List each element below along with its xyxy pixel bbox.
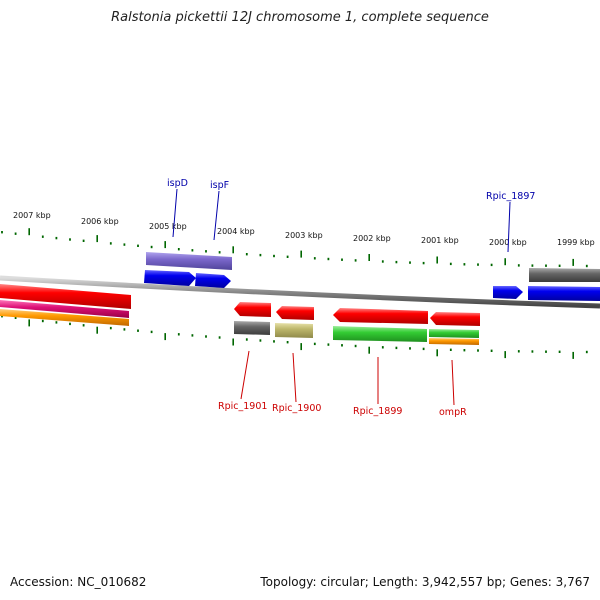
Rpic_1897-leader-line (507, 201, 511, 253)
purple-feature-block[interactable] (146, 252, 232, 270)
ruler-label: 1999 kbp (557, 238, 595, 247)
magenta-feature-block[interactable] (0, 300, 129, 318)
map-title: Ralstonia pickettii 12J chromosome 1, co… (111, 10, 489, 25)
sequence-summary: Topology: circular; Length: 3,942,557 bp… (260, 575, 590, 589)
Rpic_1897-gene-arrow[interactable] (493, 286, 523, 299)
chromosome-backbone (0, 275, 600, 309)
ompR-gene-arrow[interactable] (430, 312, 480, 326)
ispD-leader-line (172, 188, 178, 238)
ompR-label[interactable]: ompR (439, 407, 467, 418)
orange-feature-block[interactable] (429, 338, 479, 345)
forward-strand-features (144, 252, 600, 301)
Rpic_1900-leader-line (292, 352, 297, 403)
ruler-label: 2002 kbp (353, 234, 391, 243)
Rpic_1901-label[interactable]: Rpic_1901 (218, 401, 267, 412)
ispF-label[interactable]: ispF (210, 180, 229, 191)
Rpic_1900-gene-arrow[interactable] (276, 306, 314, 320)
accession-text: Accession: NC_010682 (10, 575, 147, 589)
blue-feature-block[interactable] (528, 286, 600, 301)
ruler-label: 2003 kbp (285, 231, 323, 240)
ruler-label: 2006 kbp (81, 217, 119, 226)
Rpic_1899-label[interactable]: Rpic_1899 (353, 406, 402, 417)
gray-feature-block[interactable] (529, 268, 600, 282)
ruler-labels: 2007 kbp 2006 kbp 2005 kbp 2004 kbp 2003… (13, 211, 595, 247)
ruler-label: 2004 kbp (217, 227, 255, 236)
reverse-strand-features (0, 284, 480, 345)
ruler-label: 2000 kbp (489, 238, 527, 247)
green-feature-block[interactable] (333, 326, 427, 342)
forward-gene-labels: ispD ispF Rpic_1897 (167, 178, 535, 253)
ruler-label: 2001 kbp (421, 236, 459, 245)
ompR-leader-line (451, 359, 455, 406)
reverse-gene-labels: Rpic_1901 Rpic_1900 Rpic_1899 ompR (218, 350, 467, 418)
ispF-leader-line (213, 190, 220, 241)
Rpic_1897-label[interactable]: Rpic_1897 (486, 191, 535, 202)
khaki-feature-block[interactable] (275, 323, 313, 338)
outer-tick-ruler (1, 228, 588, 268)
green-feature-block[interactable] (429, 329, 479, 338)
Rpic_1901-leader-line (240, 350, 250, 400)
Rpic_1900-label[interactable]: Rpic_1900 (272, 403, 321, 414)
Rpic_1901-gene-arrow[interactable] (234, 302, 271, 317)
ispD-gene-arrow[interactable] (144, 270, 196, 286)
ruler-label: 2007 kbp (13, 211, 51, 220)
ruler-label: 2005 kbp (149, 222, 187, 231)
red-feature-block[interactable] (0, 284, 131, 309)
ispF-gene-arrow[interactable] (195, 273, 231, 288)
Rpic_1899-gene-arrow[interactable] (333, 308, 428, 324)
gray-feature-block[interactable] (234, 321, 270, 335)
orange-feature-block[interactable] (0, 309, 129, 326)
ispD-label[interactable]: ispD (167, 178, 188, 189)
